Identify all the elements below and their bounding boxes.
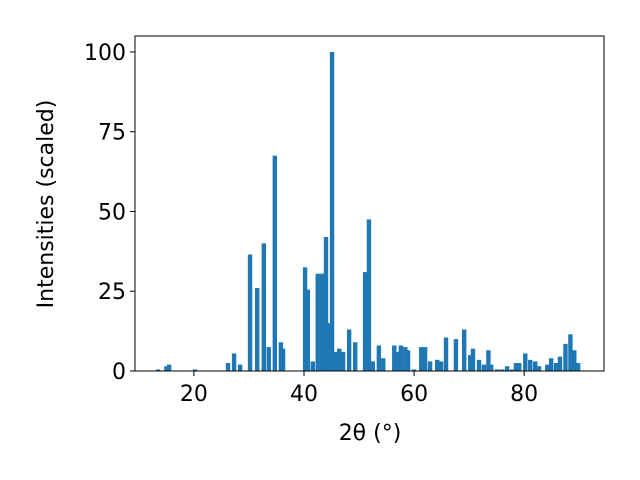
bar <box>419 347 424 371</box>
bar <box>545 364 550 371</box>
bar <box>237 364 243 371</box>
bar <box>326 323 331 371</box>
y-tick-label: 75 <box>98 121 126 146</box>
bar <box>422 347 428 371</box>
bar <box>443 337 449 371</box>
bar <box>395 351 400 371</box>
y-axis-label: Intensities (scaled) <box>34 100 59 309</box>
bar <box>352 342 358 371</box>
bar <box>486 350 491 371</box>
bar <box>532 361 538 371</box>
bar <box>517 363 522 371</box>
bar <box>553 363 559 371</box>
bar <box>468 355 473 371</box>
bar <box>155 369 161 371</box>
y-tick-label: 0 <box>112 360 126 385</box>
bar <box>528 359 533 371</box>
bar <box>247 254 253 371</box>
bar <box>166 364 172 371</box>
bar <box>405 350 411 371</box>
bar <box>362 272 368 371</box>
bar <box>563 343 568 371</box>
bar <box>392 345 397 371</box>
bar <box>536 366 542 371</box>
x-tick-label: 40 <box>290 382 318 407</box>
bar <box>481 364 487 371</box>
bar <box>376 345 382 371</box>
bar <box>427 361 433 371</box>
bar <box>261 243 267 371</box>
bar <box>164 366 169 371</box>
bar <box>568 334 573 371</box>
bar <box>310 361 316 371</box>
bar <box>225 363 231 371</box>
bar <box>411 369 417 371</box>
bar <box>572 350 577 371</box>
bar <box>340 351 346 371</box>
x-tick-label: 80 <box>510 382 538 407</box>
bar <box>266 347 271 371</box>
bar <box>323 237 329 371</box>
bar <box>461 329 467 371</box>
x-tick-label: 60 <box>400 382 428 407</box>
bar <box>370 361 376 371</box>
bar <box>319 273 325 371</box>
y-tick-label: 50 <box>98 200 126 225</box>
bar <box>272 155 278 371</box>
bar <box>315 273 320 371</box>
bar <box>557 356 563 371</box>
bar <box>329 51 335 371</box>
bar <box>504 366 510 371</box>
y-tick-label: 100 <box>84 41 126 66</box>
bar <box>488 364 494 371</box>
bar <box>575 363 581 371</box>
y-tick-label: 25 <box>98 280 126 305</box>
bar <box>523 353 528 371</box>
bar <box>548 358 554 371</box>
bar <box>495 369 500 371</box>
x-tick-label: 20 <box>180 382 208 407</box>
bar <box>381 358 386 371</box>
bar <box>476 359 482 371</box>
bar <box>302 267 308 371</box>
bar <box>499 369 505 371</box>
bar <box>435 359 440 371</box>
bar <box>337 348 342 371</box>
bar <box>231 353 237 371</box>
bar <box>509 369 515 371</box>
bar <box>398 345 404 371</box>
bar <box>366 219 372 371</box>
x-axis-label: 2θ (°) <box>339 421 402 446</box>
bar <box>403 347 408 371</box>
bar <box>513 363 519 371</box>
bar <box>255 288 260 371</box>
bar <box>305 289 311 371</box>
bar <box>438 361 444 371</box>
bar <box>453 339 459 371</box>
plot-frame <box>134 35 605 372</box>
bar <box>280 348 286 371</box>
bar <box>346 329 352 371</box>
bar <box>192 369 198 371</box>
bar <box>333 351 339 371</box>
bar <box>470 348 476 371</box>
